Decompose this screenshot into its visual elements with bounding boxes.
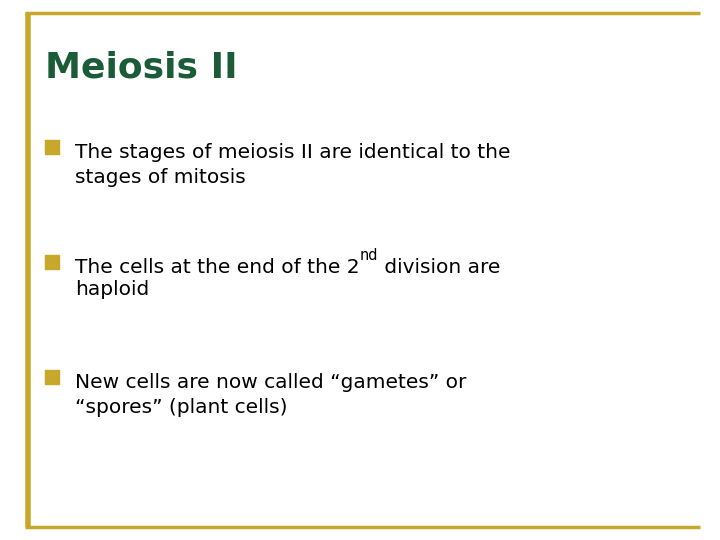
Point <box>46 258 58 266</box>
Text: division are: division are <box>378 258 500 277</box>
Text: New cells are now called “gametes” or
“spores” (plant cells): New cells are now called “gametes” or “s… <box>75 373 467 417</box>
Text: The cells at the end of the 2: The cells at the end of the 2 <box>75 258 359 277</box>
Text: nd: nd <box>359 248 378 263</box>
Text: Meiosis II: Meiosis II <box>45 50 238 84</box>
Point <box>46 373 58 381</box>
Text: The stages of meiosis II are identical to the
stages of mitosis: The stages of meiosis II are identical t… <box>75 143 510 187</box>
Point <box>46 143 58 151</box>
Text: haploid: haploid <box>75 280 149 300</box>
